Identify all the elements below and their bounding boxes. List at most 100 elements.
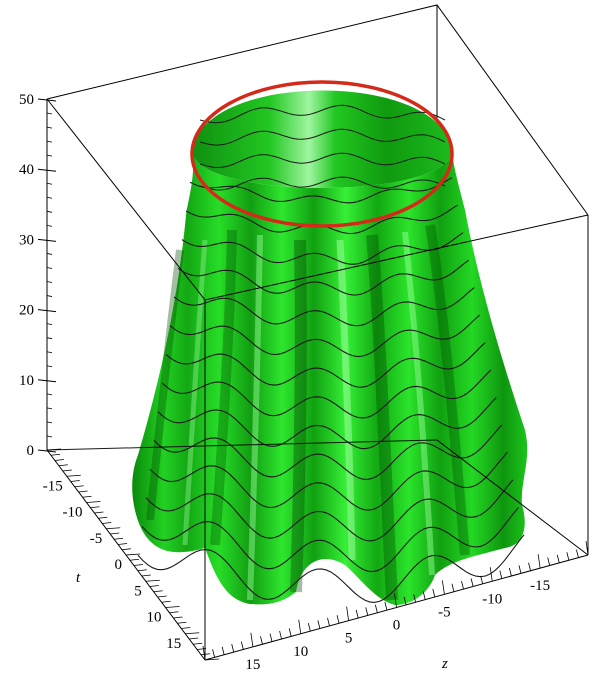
fold-shading [146, 224, 470, 601]
t-minor-tick [98, 516, 108, 519]
contour-line-7 [161, 369, 492, 419]
z-minor-tick [212, 649, 215, 658]
z-minor-tick [260, 636, 263, 645]
z-major-tick [250, 632, 254, 647]
vertical-minor-tick [46, 393, 53, 396]
z-minor-tick [403, 596, 407, 605]
surface-inner-wall [192, 90, 452, 188]
z-minor-tick [556, 554, 560, 563]
z-minor-tick [374, 604, 378, 613]
z-major-tick [585, 540, 589, 556]
vertical-tick-0 [37, 449, 57, 453]
vertical-tick-5 [37, 98, 57, 102]
contour-line-8 [157, 397, 497, 450]
t-minor-tick [82, 495, 92, 498]
box-bottom-back [46, 439, 438, 451]
z-minor-tick [480, 575, 484, 584]
z-minor-tick [422, 591, 426, 600]
t-minor-tick [161, 600, 171, 603]
vertical-minor-tick [46, 224, 53, 227]
z-tick-label-0: 15 [245, 657, 260, 673]
t-minor-tick [193, 642, 203, 645]
vertical-minor-tick [46, 337, 53, 340]
z-minor-tick [231, 644, 235, 653]
t-tick-label-1: -10 [63, 505, 83, 521]
contour-line-5 [169, 314, 481, 358]
z-minor-tick [499, 570, 503, 579]
z-minor-tick [240, 641, 244, 650]
z-minor-tick [518, 565, 522, 574]
z-tick-label-1: 10 [293, 644, 308, 660]
contour-line-11 [145, 479, 514, 542]
z-minor-tick [317, 620, 321, 629]
vertical-minor-tick [46, 365, 53, 368]
t-minor-tick [157, 595, 167, 598]
box-bottom-right-back [436, 439, 589, 556]
z-minor-tick [413, 594, 417, 603]
inner-contour-line-1 [199, 128, 446, 146]
surface [132, 80, 528, 605]
t-minor-tick [114, 537, 124, 540]
vertical-tick-label-4: 40 [19, 162, 34, 178]
vertical-minor-tick [46, 323, 53, 326]
z-minor-tick [355, 609, 359, 619]
t-minor-tick [122, 548, 132, 551]
t-minor-tick [177, 621, 187, 624]
vertical-minor-tick [46, 182, 53, 185]
t-major-tick [86, 501, 101, 503]
vertical-minor-tick [46, 421, 53, 424]
inner-contour-line-3 [199, 176, 446, 191]
z-minor-tick [221, 646, 225, 655]
z-minor-tick [279, 630, 282, 640]
contour-line-3 [177, 259, 469, 296]
vertical-tick-1 [37, 379, 57, 383]
t-minor-tick [169, 611, 179, 614]
z-minor-tick [461, 581, 464, 590]
t-minor-tick [78, 490, 88, 493]
t-minor-tick [62, 469, 72, 472]
t-minor-tick [141, 574, 151, 577]
t-major-tick [46, 448, 62, 451]
vertical-minor-tick [46, 281, 53, 283]
vertical-tick-label-2: 20 [19, 303, 34, 319]
z-minor-tick [327, 617, 330, 626]
t-minor-tick [74, 485, 84, 488]
t-major-tick [66, 474, 81, 477]
t-minor-tick [197, 648, 207, 650]
t-axis-label: t [76, 570, 81, 586]
z-minor-tick [547, 557, 551, 566]
z-major-tick [202, 645, 206, 661]
z-minor-tick [336, 615, 340, 624]
z-axis-label: z [441, 656, 448, 672]
z-major-tick [394, 593, 397, 608]
vertical-minor-tick [46, 295, 53, 297]
t-minor-tick [137, 569, 147, 572]
vertical-minor-tick [46, 196, 53, 199]
t-minor-tick [133, 564, 143, 566]
z-tick-label-5: -10 [482, 591, 502, 607]
vertical-tick-label-3: 30 [19, 232, 34, 248]
z-tick-label-2: 5 [345, 631, 353, 647]
t-minor-tick [173, 616, 183, 619]
contour-line-4 [173, 287, 475, 327]
t-minor-tick [94, 511, 104, 514]
z-major-tick [537, 554, 541, 569]
vertical-minor-tick [46, 267, 53, 269]
z-minor-tick [576, 549, 579, 558]
t-minor-tick [129, 558, 139, 561]
z-minor-tick [269, 633, 273, 642]
t-minor-tick [58, 464, 68, 467]
vertical-minor-tick [46, 253, 53, 255]
vertical-minor-tick [46, 154, 53, 157]
vertical-minor-tick [46, 112, 53, 115]
t-major-tick [125, 553, 141, 556]
contour-line-2 [181, 232, 464, 265]
inner-contour-line-2 [199, 152, 446, 169]
vertical-tick-label-1: 10 [19, 373, 34, 389]
z-minor-tick [566, 552, 570, 561]
z-minor-tick [365, 607, 369, 616]
z-tick-label-6: -15 [530, 578, 550, 594]
vertical-tick-4 [37, 168, 57, 172]
vertical-minor-tick [46, 140, 53, 143]
